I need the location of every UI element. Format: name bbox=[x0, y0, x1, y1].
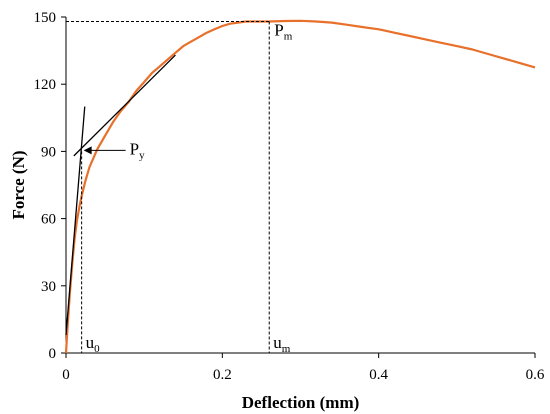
ticks: 0 30 60 90 120 150 0 0.2 0.4 0.6 bbox=[34, 10, 545, 383]
initial-stiffness-line bbox=[65, 106, 86, 336]
um-label-main: u bbox=[273, 333, 282, 352]
py-label-sub: y bbox=[139, 149, 145, 161]
x-axis-title: Deflection (mm) bbox=[242, 393, 360, 412]
y-tick-label: 60 bbox=[41, 212, 56, 228]
y-tick-label: 150 bbox=[34, 10, 57, 26]
series bbox=[64, 19, 536, 354]
py-label: Py bbox=[130, 139, 145, 161]
series-line bbox=[64, 19, 536, 354]
u0-label: u0 bbox=[86, 333, 101, 355]
x-tick-label: 0 bbox=[62, 367, 70, 383]
u0-label-main: u bbox=[86, 333, 95, 352]
y-axis-title: Force (N) bbox=[9, 150, 28, 219]
y-tick-label: 90 bbox=[41, 144, 56, 160]
axes bbox=[65, 17, 535, 354]
x-tick-label: 0.6 bbox=[526, 367, 545, 383]
y-tick-label: 120 bbox=[34, 77, 57, 93]
tangent-line bbox=[73, 54, 176, 157]
pm-label-sub: m bbox=[284, 30, 293, 42]
x-tick-label: 0.2 bbox=[213, 367, 232, 383]
um-label-sub: m bbox=[282, 343, 291, 355]
y-tick-label: 30 bbox=[41, 279, 56, 295]
y-tick-label: 0 bbox=[49, 346, 57, 362]
pm-label: Pm bbox=[274, 20, 292, 42]
pm-label-main: P bbox=[274, 20, 283, 39]
py-label-main: P bbox=[130, 139, 139, 158]
u0-label-sub: 0 bbox=[94, 343, 100, 355]
x-tick-label: 0.4 bbox=[369, 367, 388, 383]
py-arrow-head bbox=[83, 146, 92, 155]
um-label: um bbox=[273, 333, 291, 355]
